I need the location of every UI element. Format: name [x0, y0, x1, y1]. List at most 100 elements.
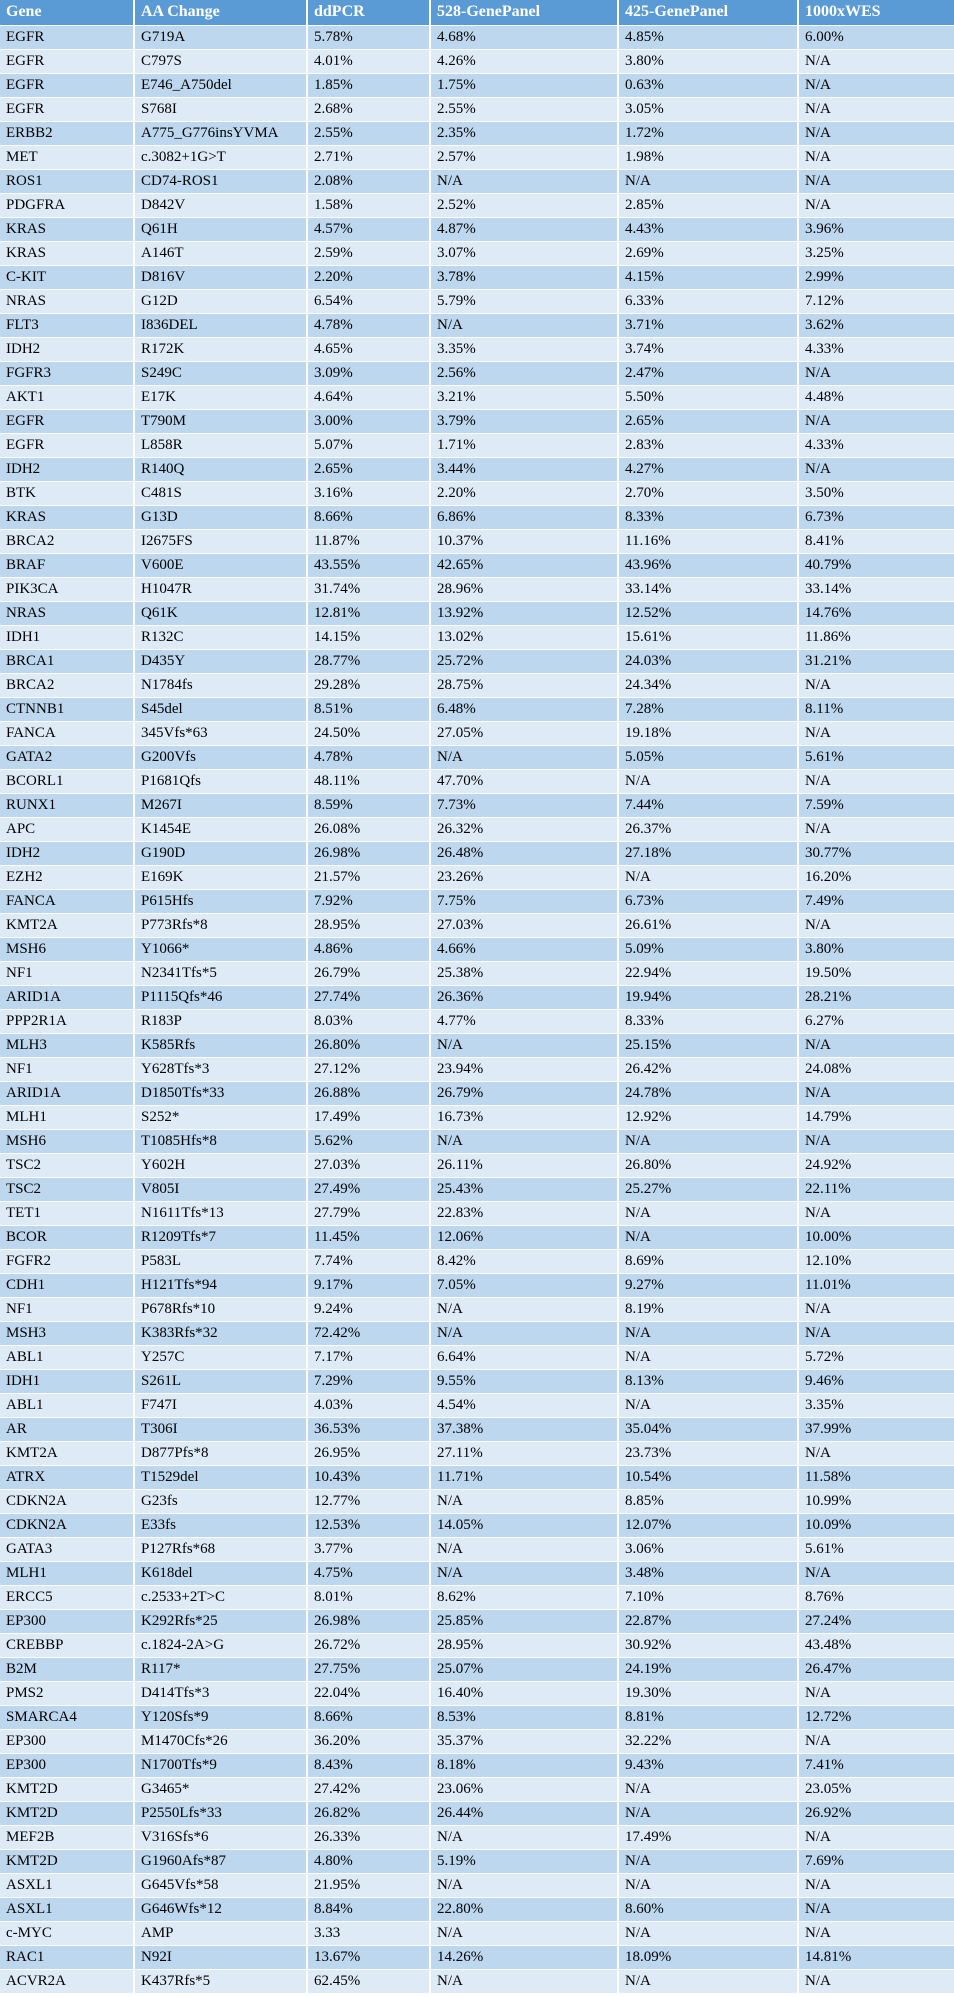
cell-1000xwes: 3.35%: [797, 1393, 954, 1418]
cell-1000xwes: 12.72%: [797, 1705, 954, 1730]
cell-425-genepanel: 6.73%: [617, 889, 798, 914]
cell-ddpcr: 2.20%: [306, 265, 430, 290]
table-row: C-KIT D816V 2.20% 3.78% 4.15% 2.99%: [0, 265, 954, 290]
cell-ddpcr: 4.86%: [306, 937, 430, 962]
cell-gene: NRAS: [0, 601, 134, 626]
table-row: FLT3 I836DEL 4.78% N/A 3.71% 3.62%: [0, 313, 954, 338]
cell-528-genepanel: 6.86%: [429, 505, 618, 530]
cell-ddpcr: 29.28%: [306, 673, 430, 698]
cell-gene: FGFR3: [0, 361, 134, 386]
cell-ddpcr: 4.03%: [306, 1393, 430, 1418]
cell-aa-change: P678Rfs*10: [133, 1297, 307, 1322]
cell-528-genepanel: N/A: [429, 1033, 618, 1058]
cell-528-genepanel: 26.11%: [429, 1153, 618, 1178]
cell-528-genepanel: 8.53%: [429, 1705, 618, 1730]
table-row: EGFR L858R 5.07% 1.71% 2.83% 4.33%: [0, 433, 954, 458]
cell-528-genepanel: 23.26%: [429, 865, 618, 890]
cell-aa-change: D877Pfs*8: [133, 1441, 307, 1466]
cell-aa-change: Y602H: [133, 1153, 307, 1178]
cell-aa-change: D816V: [133, 265, 307, 290]
cell-425-genepanel: 19.18%: [617, 721, 798, 746]
cell-528-genepanel: 5.79%: [429, 289, 618, 314]
cell-ddpcr: 26.98%: [306, 1609, 430, 1634]
table-row: EGFR S768I 2.68% 2.55% 3.05% N/A: [0, 97, 954, 122]
cell-528-genepanel: 3.78%: [429, 265, 618, 290]
cell-ddpcr: 12.77%: [306, 1489, 430, 1514]
table-row: KRAS A146T 2.59% 3.07% 2.69% 3.25%: [0, 241, 954, 266]
cell-ddpcr: 26.79%: [306, 961, 430, 986]
cell-aa-change: L858R: [133, 433, 307, 458]
cell-528-genepanel: 25.43%: [429, 1177, 618, 1202]
cell-gene: AR: [0, 1417, 134, 1442]
cell-425-genepanel: 27.18%: [617, 841, 798, 866]
table-row: NRAS Q61K 12.81% 13.92% 12.52% 14.76%: [0, 601, 954, 626]
cell-425-genepanel: 5.50%: [617, 385, 798, 410]
cell-aa-change: T1085Hfs*8: [133, 1129, 307, 1154]
cell-528-genepanel: 10.37%: [429, 529, 618, 554]
table-row: PPP2R1A R183P 8.03% 4.77% 8.33% 6.27%: [0, 1009, 954, 1034]
cell-gene: BRCA2: [0, 529, 134, 554]
cell-528-genepanel: N/A: [429, 1825, 618, 1850]
cell-gene: KRAS: [0, 241, 134, 266]
cell-1000xwes: N/A: [797, 1729, 954, 1754]
cell-1000xwes: 40.79%: [797, 553, 954, 578]
cell-1000xwes: N/A: [797, 673, 954, 698]
table-row: AR T306I 36.53% 37.38% 35.04% 37.99%: [0, 1417, 954, 1442]
cell-425-genepanel: 5.05%: [617, 745, 798, 770]
cell-aa-change: E746_A750del: [133, 73, 307, 98]
cell-ddpcr: 72.42%: [306, 1321, 430, 1346]
cell-528-genepanel: 1.75%: [429, 73, 618, 98]
cell-gene: EP300: [0, 1753, 134, 1778]
table-row: MLH3 K585Rfs 26.80% N/A 25.15% N/A: [0, 1033, 954, 1058]
cell-ddpcr: 5.78%: [306, 25, 430, 50]
column-header-aa-change: AA Change: [133, 0, 307, 26]
cell-aa-change: A775_G776insYVMA: [133, 121, 307, 146]
table-row: EP300 N1700Tfs*9 8.43% 8.18% 9.43% 7.41%: [0, 1753, 954, 1778]
cell-ddpcr: 9.24%: [306, 1297, 430, 1322]
cell-ddpcr: 1.85%: [306, 73, 430, 98]
cell-1000xwes: 24.92%: [797, 1153, 954, 1178]
cell-1000xwes: 14.79%: [797, 1105, 954, 1130]
cell-ddpcr: 26.88%: [306, 1081, 430, 1106]
cell-aa-change: M267I: [133, 793, 307, 818]
cell-425-genepanel: 8.85%: [617, 1489, 798, 1514]
table-row: FANCA 345Vfs*63 24.50% 27.05% 19.18% N/A: [0, 721, 954, 746]
table-row: PMS2 D414Tfs*3 22.04% 16.40% 19.30% N/A: [0, 1681, 954, 1706]
cell-ddpcr: 26.95%: [306, 1441, 430, 1466]
cell-aa-change: T1529del: [133, 1465, 307, 1490]
cell-425-genepanel: N/A: [617, 1777, 798, 1802]
cell-ddpcr: 11.45%: [306, 1225, 430, 1250]
cell-aa-change: P2550Lfs*33: [133, 1801, 307, 1826]
cell-aa-change: V600E: [133, 553, 307, 578]
cell-425-genepanel: 30.92%: [617, 1633, 798, 1658]
cell-ddpcr: 2.08%: [306, 169, 430, 194]
table-row: KMT2A P773Rfs*8 28.95% 27.03% 26.61% N/A: [0, 913, 954, 938]
cell-1000xwes: 37.99%: [797, 1417, 954, 1442]
table-row: KRAS G13D 8.66% 6.86% 8.33% 6.73%: [0, 505, 954, 530]
cell-1000xwes: 8.41%: [797, 529, 954, 554]
table-row: CTNNB1 S45del 8.51% 6.48% 7.28% 8.11%: [0, 697, 954, 722]
cell-ddpcr: 17.49%: [306, 1105, 430, 1130]
cell-ddpcr: 24.50%: [306, 721, 430, 746]
cell-425-genepanel: N/A: [617, 1393, 798, 1418]
table-row: EGFR G719A 5.78% 4.68% 4.85% 6.00%: [0, 25, 954, 50]
table-row: EGFR T790M 3.00% 3.79% 2.65% N/A: [0, 409, 954, 434]
table-row: IDH1 S261L 7.29% 9.55% 8.13% 9.46%: [0, 1369, 954, 1394]
table-row: NF1 Y628Tfs*3 27.12% 23.94% 26.42% 24.08%: [0, 1057, 954, 1082]
cell-aa-change: Y120Sfs*9: [133, 1705, 307, 1730]
table-row: MET c.3082+1G>T 2.71% 2.57% 1.98% N/A: [0, 145, 954, 170]
cell-gene: SMARCA4: [0, 1705, 134, 1730]
cell-aa-change: K1454E: [133, 817, 307, 842]
cell-gene: CDKN2A: [0, 1489, 134, 1514]
cell-gene: NF1: [0, 1057, 134, 1082]
table-row: KRAS Q61H 4.57% 4.87% 4.43% 3.96%: [0, 217, 954, 242]
table-row: SMARCA4 Y120Sfs*9 8.66% 8.53% 8.81% 12.72%: [0, 1705, 954, 1730]
cell-425-genepanel: N/A: [617, 1921, 798, 1946]
cell-aa-change: T790M: [133, 409, 307, 434]
cell-1000xwes: 4.33%: [797, 337, 954, 362]
cell-528-genepanel: N/A: [429, 169, 618, 194]
cell-528-genepanel: 42.65%: [429, 553, 618, 578]
cell-aa-change: R1209Tfs*7: [133, 1225, 307, 1250]
cell-ddpcr: 2.71%: [306, 145, 430, 170]
cell-gene: APC: [0, 817, 134, 842]
